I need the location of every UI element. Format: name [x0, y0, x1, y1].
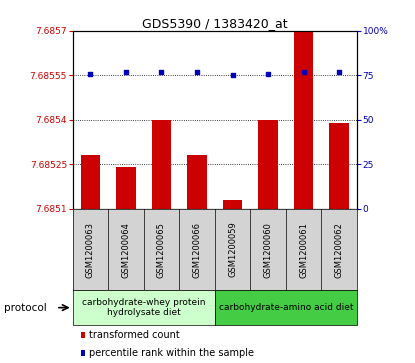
- Bar: [258, 120, 278, 209]
- Point: [336, 69, 342, 75]
- Text: transformed count: transformed count: [90, 330, 180, 340]
- Text: GSM1200063: GSM1200063: [86, 221, 95, 278]
- Point: [300, 69, 307, 75]
- Bar: [215, 290, 357, 325]
- Text: GSM1200059: GSM1200059: [228, 222, 237, 277]
- Text: carbohydrate-whey protein
hydrolysate diet: carbohydrate-whey protein hydrolysate di…: [82, 298, 205, 317]
- Text: GSM1200060: GSM1200060: [264, 222, 273, 277]
- Bar: [294, 31, 313, 209]
- Text: GSM1200061: GSM1200061: [299, 222, 308, 277]
- Bar: [116, 167, 136, 209]
- Bar: [187, 155, 207, 209]
- Point: [194, 69, 200, 75]
- Text: GSM1200062: GSM1200062: [334, 222, 344, 277]
- Text: carbohydrate-amino acid diet: carbohydrate-amino acid diet: [219, 303, 353, 312]
- Text: GSM1200066: GSM1200066: [193, 221, 202, 278]
- Point: [265, 71, 271, 77]
- Point: [229, 72, 236, 78]
- Text: percentile rank within the sample: percentile rank within the sample: [90, 348, 254, 358]
- Text: protocol: protocol: [4, 303, 47, 313]
- Text: GSM1200065: GSM1200065: [157, 222, 166, 277]
- Bar: [152, 120, 171, 209]
- Bar: [73, 290, 215, 325]
- Text: GSM1200064: GSM1200064: [122, 222, 130, 277]
- Bar: [81, 155, 100, 209]
- Point: [122, 69, 129, 75]
- Bar: [330, 123, 349, 209]
- Point: [158, 69, 165, 75]
- Bar: [223, 200, 242, 209]
- Point: [87, 71, 94, 77]
- Title: GDS5390 / 1383420_at: GDS5390 / 1383420_at: [142, 17, 288, 30]
